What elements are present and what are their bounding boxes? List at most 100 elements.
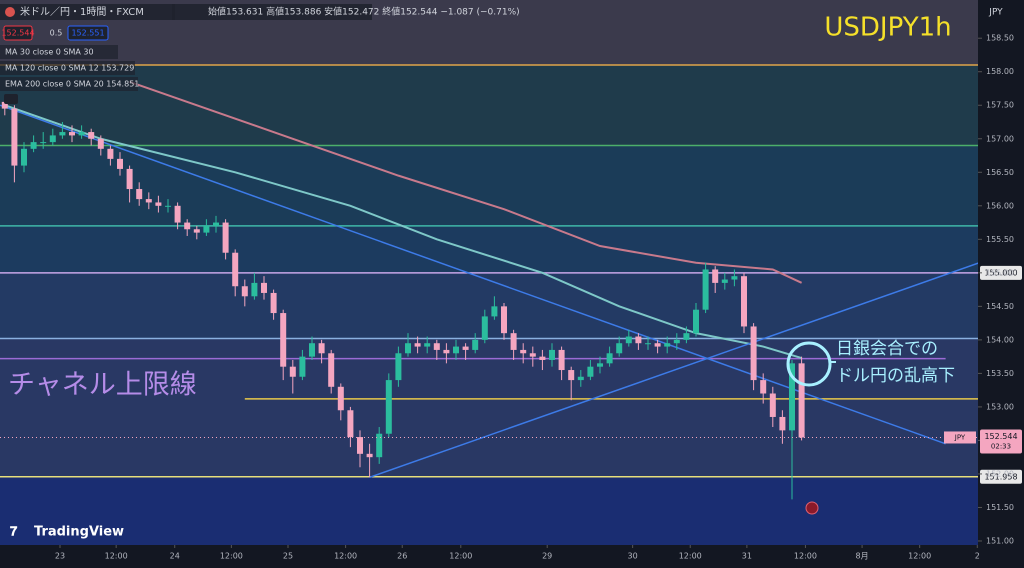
ind-bg [0,77,138,91]
level-label: 155.000 [984,268,1017,277]
candle-body [597,363,603,367]
candle-body [683,333,690,340]
header: 米ドル／円・1時間・FXCM 始値153.631 高値153.886 安値152… [0,4,1003,540]
candle-body [357,437,363,454]
candle-body [635,336,642,344]
y-tick-label: 157.00 [986,134,1014,143]
candle-body [174,205,181,223]
candle-body [49,135,56,143]
candle-body [769,393,776,417]
candle-body [549,349,555,360]
indicator[interactable]: MA 30 close 0 SMA 30 [5,48,94,57]
x-tick-label: 12:00 [794,552,817,561]
y-tick-label: 152.00 [986,469,1014,478]
buy-box[interactable] [67,25,109,41]
candle-body [424,343,431,347]
symbol-tag-bg [944,431,976,444]
candle-body [405,343,411,354]
x-tick-label: 12:00 [220,552,243,561]
currency[interactable]: JPY [988,8,1003,18]
indicator[interactable]: EMA 200 close 0 SMA 20 154.851 [5,80,139,89]
candle-body [616,343,623,354]
event-marker [805,501,819,515]
chart-title: USDJPY1h [824,13,951,43]
sell-price[interactable]: 152.544 [1,29,34,38]
candle-body [645,343,651,345]
candle-body [654,343,661,347]
price-label: 152.544 [984,432,1017,441]
x-tick-label: 12:00 [105,552,128,561]
time-axis [0,545,978,568]
level-band [0,476,978,545]
candle-body [529,353,536,357]
candle-body [193,229,200,233]
candle-body [40,142,47,144]
candle-body [376,433,383,458]
sell-box[interactable] [3,25,33,41]
candle-body [347,410,354,438]
candle-body [462,346,469,350]
x-tick-label: 24 [170,552,180,561]
candle-body [750,326,757,381]
candle-body [433,343,440,350]
axes: 155.000151.958151.00151.50152.00152.5015… [55,34,1022,561]
candle-body [270,292,277,314]
symbol: 米ドル／円・1時間・FXCM [20,5,144,18]
candle-body [318,343,325,354]
buy-price[interactable]: 152.551 [71,29,104,38]
candle-body [510,333,517,350]
candle-body [577,376,584,381]
candle-body [289,366,296,377]
candle-body [741,276,747,327]
y-tick-label: 156.50 [986,168,1014,177]
y-tick-label: 154.50 [986,302,1014,311]
annotation-circle [786,341,832,387]
candle-body [539,356,546,360]
candle-body [155,202,162,206]
candle-body [126,168,133,190]
candle-body [21,148,27,166]
trend-line [369,262,978,479]
candle-body [712,269,719,283]
y-tick-label: 153.00 [986,402,1014,411]
annotation: ドル円の乱高下 [836,366,955,386]
indicator[interactable]: MA 120 close 0 SMA 12 153.729 [5,64,134,73]
candle-body [395,353,402,381]
moving-average [4,104,802,359]
price-label-bg [980,429,1022,454]
x-tick-label: 26 [397,552,407,561]
x-tick-label: 8月 [856,552,869,561]
ind-bg [0,45,118,59]
ohlc: 始値153.631 高値153.886 安値152.472 終値152.544 … [208,6,520,18]
candle-body [568,370,575,381]
x-tick-label: 12:00 [334,552,357,561]
collapse-button[interactable] [4,94,18,104]
candle-body [606,353,613,364]
candle-body [30,142,37,149]
candle-body [241,286,248,297]
level-label-bg [980,265,1022,280]
candle-body [328,353,335,387]
candle-body [491,306,498,317]
level-band [0,225,978,273]
level-band [0,272,978,339]
x-tick-label: 29 [542,552,552,561]
y-tick-label: 158.50 [986,34,1014,43]
candle-body [702,269,709,310]
candle-body [88,132,95,139]
candle-body [481,316,488,340]
candle-body [203,225,210,233]
candle-body [145,199,152,203]
candle-body [251,282,258,297]
level-band [0,65,978,146]
ind-bg [0,61,135,75]
y-tick-label: 156.00 [986,201,1014,210]
plot-area: JPY [0,0,978,545]
y-tick-label: 153.50 [986,369,1014,378]
x-tick-label: 12:00 [908,552,931,561]
y-tick-label: 158.00 [986,67,1014,76]
spread: 0.5 [50,29,63,38]
candle-body [232,252,239,287]
candle-body [798,363,805,438]
candle-body [731,276,738,280]
